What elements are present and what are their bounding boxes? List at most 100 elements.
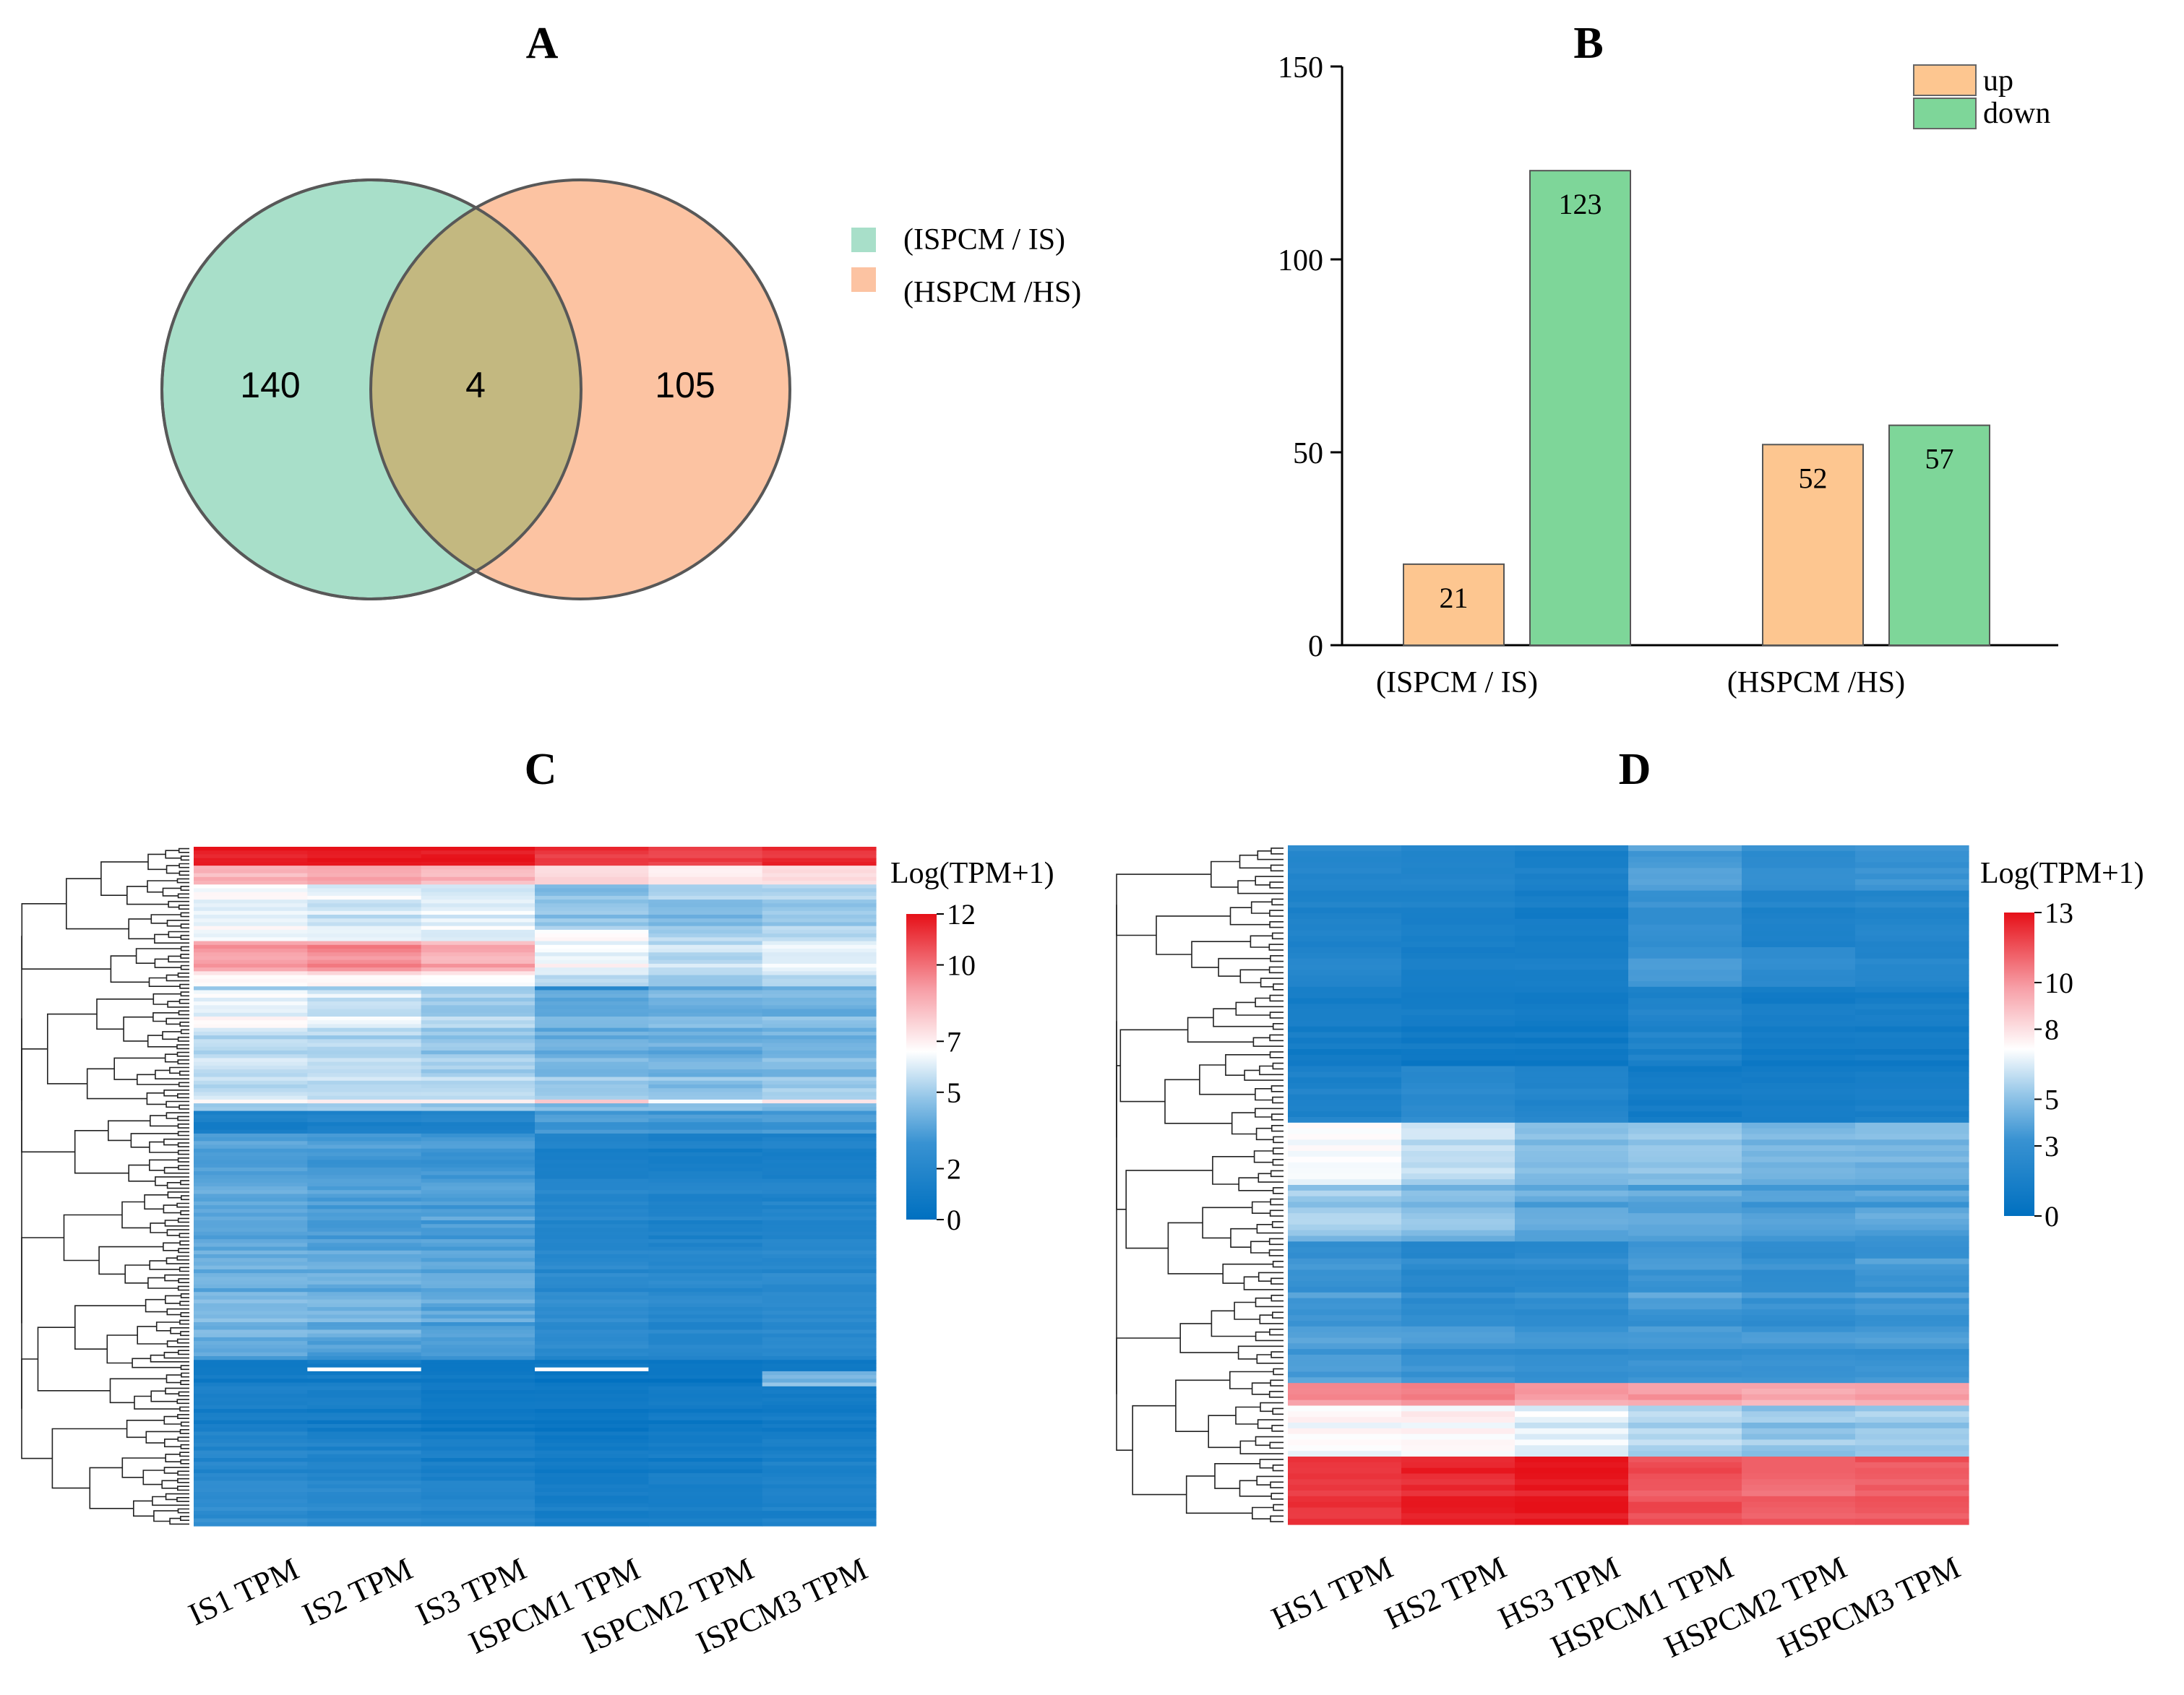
heatmap-c-cell: [194, 1299, 308, 1304]
heatmap-d-cell: [1401, 1287, 1516, 1293]
heatmap-c-cell: [648, 1122, 763, 1127]
heatmap-c-cell: [762, 967, 877, 972]
heatmap-d-cell: [1628, 1473, 1742, 1480]
heatmap-c-cell: [648, 869, 763, 874]
heatmap-d-cell: [1401, 1428, 1516, 1435]
heatmap-c-cell: [194, 1386, 308, 1391]
heatmap-c-cell: [194, 1480, 308, 1485]
heatmap-c-cell: [762, 1514, 877, 1519]
heatmap-d-cell: [1515, 1462, 1629, 1469]
heatmap-c-cell: [762, 1424, 877, 1428]
heatmap-c-cell: [535, 963, 649, 968]
heatmap-c-cell: [648, 1511, 763, 1515]
heatmap-c-cell: [648, 1035, 763, 1040]
heatmap-c-cell: [762, 1446, 877, 1452]
heatmap-c-cell: [307, 1288, 422, 1293]
heatmap-c-cell: [194, 1069, 308, 1074]
bar-legend-swatch-up: [1913, 64, 1977, 96]
heatmap-c-cell: [535, 1243, 649, 1248]
heatmap-c-cell: [194, 1375, 308, 1379]
heatmap-c-cell: [194, 1506, 308, 1511]
heatmap-c-cell: [535, 1518, 649, 1523]
heatmap-d-cell: [1515, 1253, 1629, 1259]
heatmap-c-cell: [762, 1386, 877, 1391]
heatmap-d-cell: [1288, 941, 1402, 948]
heatmap-d-cell: [1401, 1247, 1516, 1254]
heatmap-d-cell: [1401, 1275, 1516, 1282]
bar-legend-label-down: down: [1983, 97, 2050, 130]
heatmap-c-cell: [762, 1303, 877, 1308]
heatmap-c-cell: [194, 1484, 308, 1489]
heatmap-d-cell: [1855, 1445, 1969, 1452]
heatmap-c-cell: [307, 1492, 422, 1496]
heatmap-c-cell: [421, 944, 536, 949]
heatmap-d-cell: [1401, 1343, 1516, 1350]
heatmap-c-cell: [648, 1348, 763, 1353]
heatmap-d-cell: [1742, 1309, 1856, 1316]
heatmap-d-cell: [1855, 981, 1969, 988]
heatmap-d-cell: [1628, 907, 1742, 914]
heatmap-c-cell: [762, 1152, 877, 1157]
heatmap-d-cell: [1515, 1015, 1629, 1022]
heatmap-c-cell: [307, 1371, 422, 1376]
heatmap-c-cell: [762, 1311, 877, 1316]
heatmap-c-cell: [194, 1511, 308, 1515]
heatmap-d-cell: [1288, 850, 1402, 858]
bar-value-label-up-0: 21: [1440, 582, 1469, 614]
heatmap-d-colorbar-tick-label-10: 10: [2045, 967, 2073, 999]
heatmap-d-cell: [1742, 1394, 1856, 1401]
heatmap-d-cell: [1288, 1405, 1402, 1412]
heatmap-d-cell: [1288, 1066, 1402, 1072]
heatmap-c-cell: [648, 1337, 763, 1342]
heatmap-d-cell: [1855, 1326, 1969, 1333]
heatmap-c-cell: [762, 1069, 877, 1074]
heatmap-c-cell: [421, 1080, 536, 1085]
heatmap-c-cell: [648, 854, 763, 859]
heatmap-c-cell: [421, 1484, 536, 1489]
heatmap-c-cell: [421, 959, 536, 965]
heatmap-c-cell: [194, 1171, 308, 1176]
heatmap-c-cell: [307, 1035, 422, 1040]
heatmap-c-cell: [421, 956, 536, 961]
heatmap-c-cell: [648, 1488, 763, 1493]
heatmap-d-cell: [1855, 1349, 1969, 1355]
heatmap-d-colorbar-gradient: [2004, 913, 2034, 1216]
heatmap-c-cell: [194, 1424, 308, 1428]
heatmap-c-cell: [307, 1054, 422, 1059]
heatmap-c-cell: [648, 1212, 763, 1217]
heatmap-d-cell: [1855, 1394, 1969, 1401]
heatmap-c-cell: [535, 1069, 649, 1074]
heatmap-c-cell: [421, 892, 536, 897]
heatmap-c-cell: [648, 881, 763, 885]
heatmap-c-cell: [762, 1337, 877, 1342]
heatmap-d-cell: [1288, 1105, 1402, 1112]
heatmap-c-cell: [307, 1472, 422, 1478]
heatmap-d-cell: [1288, 884, 1402, 892]
heatmap-c-cell: [421, 1371, 536, 1376]
heatmap-d-cell: [1288, 1399, 1402, 1407]
heatmap-c-cell: [648, 1363, 763, 1368]
heatmap-c-cell: [307, 1216, 422, 1221]
heatmap-c-cell: [762, 1518, 877, 1523]
heatmap-c-cell: [535, 1265, 649, 1270]
heatmap-d-cell: [1855, 1151, 1969, 1157]
heatmap-c-cell: [421, 1488, 536, 1493]
heatmap-c-cell: [194, 1246, 308, 1251]
heatmap-d-cell: [1288, 1213, 1402, 1220]
heatmap-d-cell: [1401, 1020, 1516, 1027]
heatmap-d-cell: [1401, 1485, 1516, 1491]
heatmap-d-colorbar-title: Log(TPM+1): [1980, 857, 2144, 890]
heatmap-d-cell: [1628, 902, 1742, 908]
heatmap-d-cell: [1855, 1077, 1969, 1084]
heatmap-c-cell: [194, 1095, 308, 1100]
heatmap-c-cell: [535, 952, 649, 957]
heatmap-d-cell: [1288, 1038, 1402, 1044]
heatmap-c-cell: [194, 1009, 308, 1014]
heatmap-d-cell: [1515, 1043, 1629, 1050]
heatmap-c-cell: [762, 1454, 877, 1459]
heatmap-d-cell: [1401, 1219, 1516, 1225]
heatmap-d-cell: [1628, 1213, 1742, 1220]
heatmap-d-cell: [1401, 1117, 1516, 1123]
heatmap-c-cell: [535, 866, 649, 870]
heatmap-c-cell: [762, 1246, 877, 1251]
